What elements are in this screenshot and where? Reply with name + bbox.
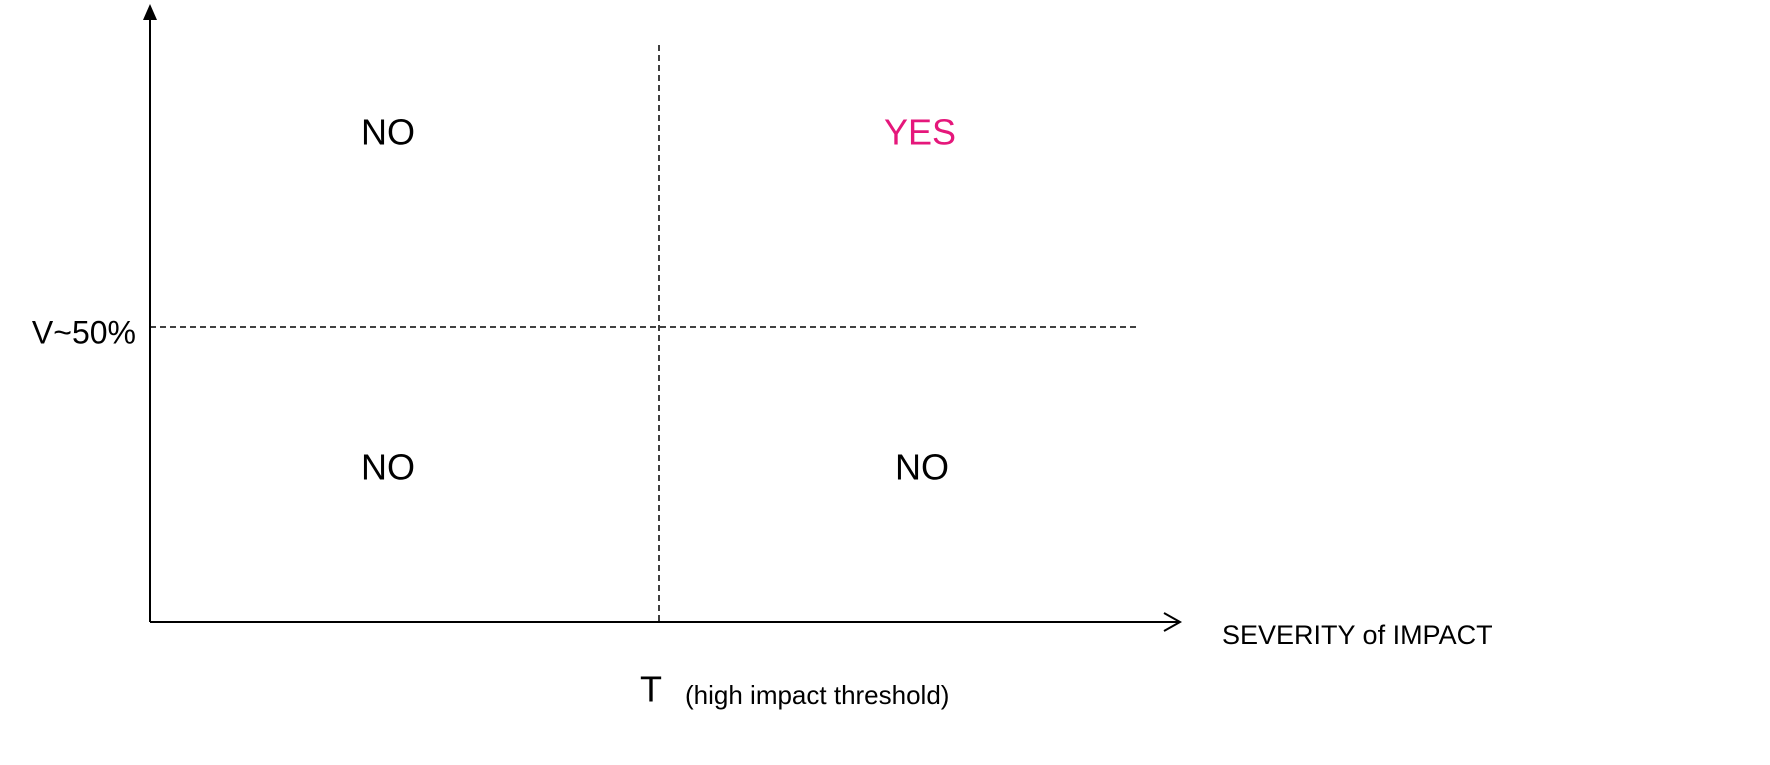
x-marker-note: (high impact threshold) bbox=[685, 680, 949, 710]
x-marker-label: T bbox=[640, 669, 662, 710]
quadrant-label: NO bbox=[361, 447, 415, 488]
quadrant-label: NO bbox=[361, 112, 415, 153]
x-axis-arrow bbox=[1163, 612, 1183, 632]
x-axis-label: SEVERITY of IMPACT bbox=[1222, 620, 1493, 650]
y-marker-label: V~50% bbox=[32, 314, 136, 350]
y-axis-arrow bbox=[143, 4, 157, 20]
quadrant-label: YES bbox=[884, 112, 956, 153]
quadrant-label: NO bbox=[895, 447, 949, 488]
